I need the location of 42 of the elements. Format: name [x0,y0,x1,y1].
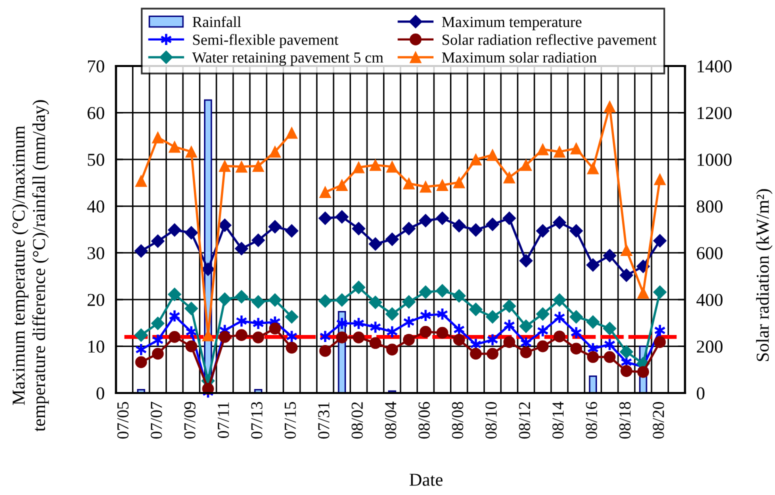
y2-tick-label: 1200 [698,106,732,120]
y2-axis-title: Solar radiation (kW/m²) [756,189,772,362]
y-tick-label: 10 [88,340,104,353]
x-tick-label: 07/09 [184,402,196,439]
x-tick-label: 07/07 [150,402,162,439]
legend-label: Water retaining pavement 5 cm [192,52,384,66]
x-tick-label: 08/18 [619,402,631,439]
y-tick-label: 60 [88,106,104,120]
y2-tick-label: 400 [696,294,723,306]
y-tick-label: 40 [87,200,104,213]
x-tick-label: 08/08 [452,402,464,439]
y2-tick-label: 600 [696,247,723,260]
y-tick-label: 0 [96,387,104,400]
x-tick-label: 08/10 [485,402,497,439]
x-tick-label: 07/13 [251,402,262,439]
y2-tick-label: 1000 [698,154,732,166]
x-tick-label: 08/20 [652,402,664,439]
legend-label: Maximum temperature [442,16,582,30]
y2-tick-label: 1400 [698,60,732,72]
x-tick-label: 08/02 [352,402,363,439]
x-tick-label: 07/05 [117,402,129,439]
x-tick-label: 08/04 [385,402,396,439]
y2-tick-label: 200 [696,340,723,353]
y-tick-label: 30 [88,247,104,260]
legend-label: Rainfall [192,16,242,28]
x-tick-label: 07/15 [284,402,296,439]
y-tick-label: 70 [88,60,104,72]
legend-label: Semi-flexible pavement [193,34,338,48]
y2-tick-label: 800 [696,200,723,213]
x-tick-label: 07/11 [218,402,229,438]
y-tick-label: 20 [88,294,104,306]
x-tick-label: 08/06 [418,402,430,439]
x-tick-label: 08/16 [586,402,598,439]
x-tick-label: 07/31 [318,402,330,439]
y-axis-title: Maximum temperature (°C)/maximum temperature difference (°C)/rainfall (mm/day) [12,100,49,432]
x-axis-title: Date [410,474,443,486]
legend-label: Solar radiation reflective pavement [442,34,657,48]
y2-tick-label: 0 [696,387,704,400]
y-tick-label: 50 [88,154,104,166]
legend-label: Maximum solar radiation [442,52,597,63]
x-tick-label: 08/14 [552,402,564,439]
x-tick-label: 08/12 [518,402,530,439]
